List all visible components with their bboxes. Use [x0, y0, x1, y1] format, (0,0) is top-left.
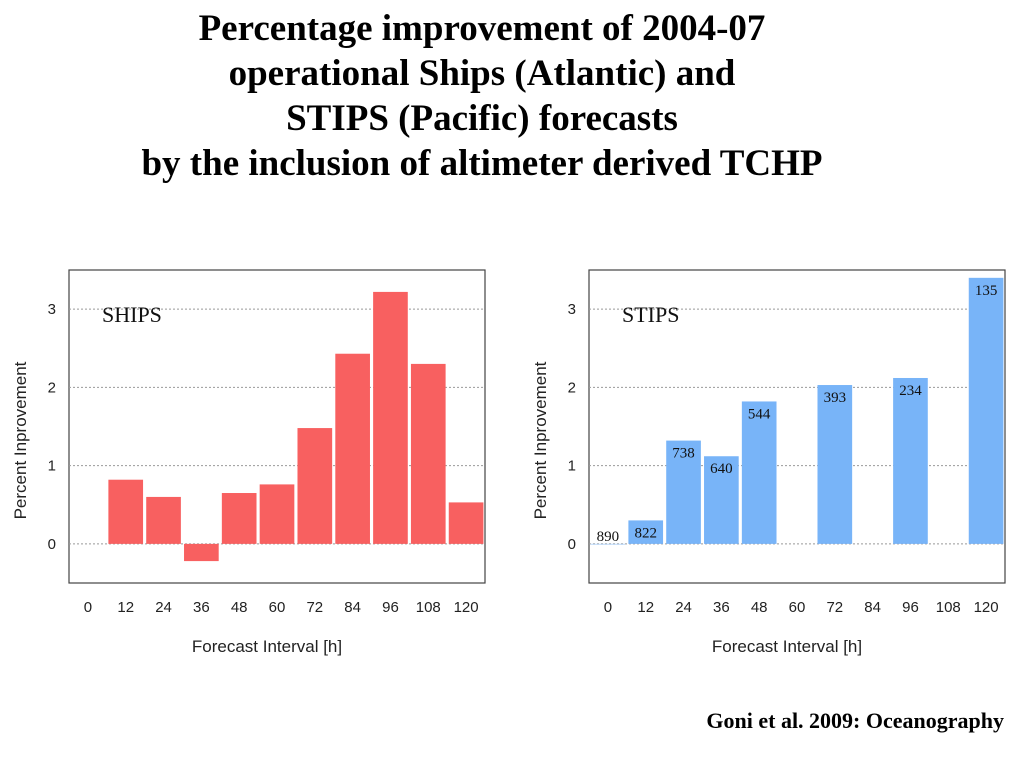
bar-36	[184, 543, 219, 562]
x-tick-label: 12	[637, 599, 654, 616]
bar-96	[373, 291, 408, 544]
count-label-96: 234	[899, 383, 922, 399]
y-tick-label: 1	[568, 458, 576, 475]
bar-48	[741, 401, 777, 544]
bar-84	[335, 353, 370, 544]
title-line-3: STIPS (Pacific) forecasts	[286, 98, 678, 139]
bar-72	[297, 428, 333, 544]
bar-24	[666, 440, 701, 544]
y-axis-label: Percent Inprovement	[531, 361, 550, 519]
bar-72	[817, 385, 853, 544]
title-line-4: by the inclusion of altimeter derived TC…	[141, 143, 823, 184]
x-tick-label: 96	[902, 599, 919, 616]
x-tick-label: 96	[382, 599, 399, 616]
x-tick-label: 84	[864, 599, 881, 616]
x-tick-label: 72	[826, 599, 843, 616]
bar-0	[590, 543, 626, 545]
bar-12	[108, 479, 144, 544]
x-tick-label: 108	[936, 599, 961, 616]
title-line-2: operational Ships (Atlantic) and	[228, 53, 736, 94]
x-tick-label: 0	[604, 599, 612, 616]
x-tick-label: 48	[231, 599, 248, 616]
bar-24	[146, 496, 181, 544]
x-tick-label: 24	[675, 599, 692, 616]
count-label-72: 393	[824, 390, 847, 406]
citation: Goni et al. 2009: Oceanography	[706, 708, 1004, 733]
count-label-36: 640	[710, 461, 733, 477]
count-label-0: 890	[597, 529, 620, 545]
bar-120	[968, 277, 1004, 544]
y-tick-label: 0	[48, 536, 56, 553]
count-label-120: 135	[975, 283, 998, 299]
x-tick-label: 0	[84, 599, 92, 616]
bar-108	[410, 363, 446, 544]
bar-60	[259, 484, 295, 544]
y-tick-label: 2	[48, 379, 56, 396]
x-tick-label: 48	[751, 599, 768, 616]
x-tick-label: 108	[416, 599, 441, 616]
count-label-12: 822	[634, 525, 657, 541]
x-tick-label: 120	[974, 599, 999, 616]
x-tick-label: 72	[306, 599, 323, 616]
x-tick-label: 36	[193, 599, 210, 616]
y-axis-label: Percent Inprovement	[11, 361, 30, 519]
x-axis-label: Forecast Interval [h]	[712, 637, 862, 656]
y-tick-label: 2	[568, 379, 576, 396]
slide-title: Percentage improvement of 2004-07 operat…	[0, 6, 964, 186]
x-tick-label: 36	[713, 599, 730, 616]
y-tick-label: 0	[568, 536, 576, 553]
bar-12	[628, 520, 664, 544]
y-tick-label: 3	[568, 301, 576, 318]
bar-36	[704, 456, 739, 544]
bar-48	[221, 493, 257, 544]
count-label-48: 544	[748, 406, 771, 422]
x-tick-label: 60	[789, 599, 806, 616]
panel-label: STIPS	[622, 302, 679, 327]
bar-96	[893, 377, 928, 544]
count-label-24: 738	[672, 446, 695, 462]
x-tick-label: 24	[155, 599, 172, 616]
y-tick-label: 1	[48, 458, 56, 475]
x-tick-label: 12	[117, 599, 134, 616]
x-axis-label: Forecast Interval [h]	[192, 637, 342, 656]
panel-label: SHIPS	[102, 302, 162, 327]
title-line-1: Percentage improvement of 2004-07	[198, 8, 766, 49]
x-tick-label: 60	[269, 599, 286, 616]
x-tick-label: 84	[344, 599, 361, 616]
x-tick-label: 120	[454, 599, 479, 616]
y-tick-label: 3	[48, 301, 56, 318]
bar-120	[448, 502, 484, 544]
